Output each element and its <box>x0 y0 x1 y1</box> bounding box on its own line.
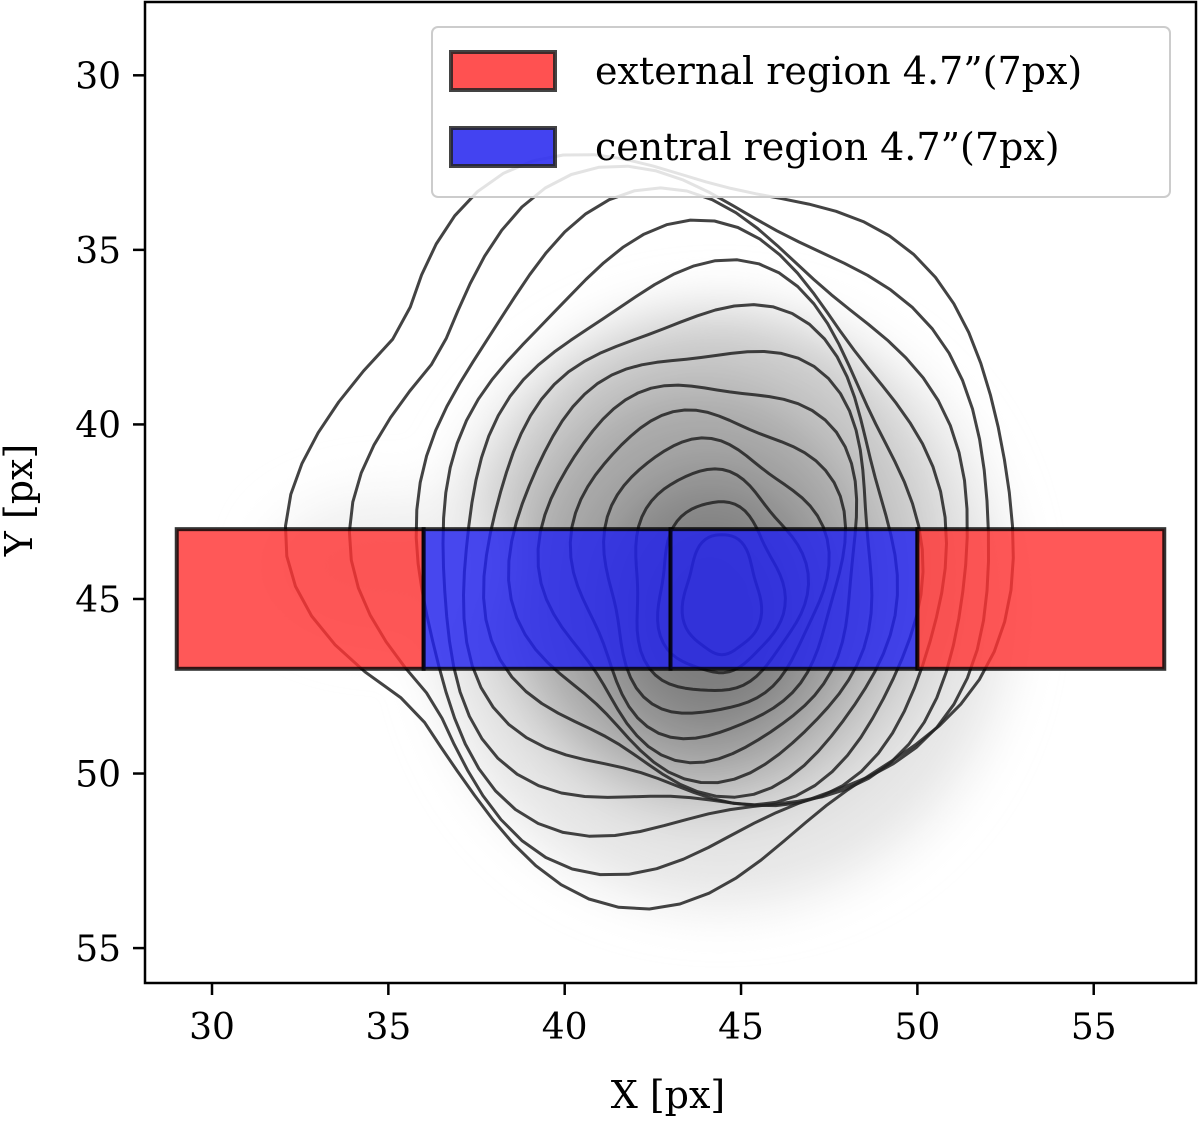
plot-frame <box>143 0 1198 985</box>
legend-swatch <box>449 126 557 168</box>
region-boxes <box>174 527 1167 671</box>
y-tick-label: 35 <box>75 231 121 272</box>
y-axis: 30 35 40 45 50 55 <box>75 56 145 970</box>
legend-label: central region 4.7”(7px) <box>595 125 1060 169</box>
x-tick-label: 45 <box>718 1007 764 1048</box>
region-external-left <box>174 527 426 671</box>
legend-swatch <box>449 50 557 92</box>
x-tick-label: 40 <box>542 1007 588 1048</box>
y-tick-label: 50 <box>75 755 121 796</box>
region-central-right <box>668 527 920 671</box>
region-external-right <box>915 527 1167 671</box>
x-axis-title: X [px] <box>611 1073 726 1117</box>
legend-box <box>431 26 1171 198</box>
y-axis-title: Y [px] <box>0 444 41 558</box>
contour-level <box>284 153 1015 911</box>
x-tick-label: 50 <box>894 1007 940 1048</box>
x-tick-label: 30 <box>189 1007 235 1048</box>
region-central-left <box>421 527 673 671</box>
x-tick-label: 55 <box>1071 1007 1117 1048</box>
y-tick-label: 55 <box>75 929 121 970</box>
y-tick-label: 45 <box>75 580 121 621</box>
legend-label: external region 4.7”(7px) <box>595 49 1082 93</box>
x-axis: 30 35 40 45 50 55 <box>189 983 1117 1048</box>
y-tick-label: 30 <box>75 56 121 97</box>
y-tick-label: 40 <box>75 405 121 446</box>
x-tick-label: 35 <box>365 1007 411 1048</box>
legend: external region 4.7”(7px) central region … <box>431 26 1171 198</box>
